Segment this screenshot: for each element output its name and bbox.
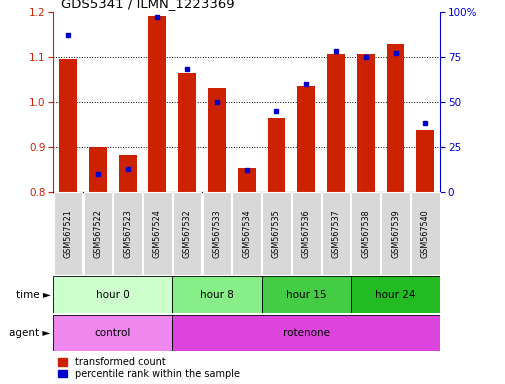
FancyBboxPatch shape: [380, 192, 409, 275]
FancyBboxPatch shape: [53, 315, 172, 351]
FancyBboxPatch shape: [232, 192, 261, 275]
Text: GSM567535: GSM567535: [271, 209, 280, 258]
Text: GSM567536: GSM567536: [301, 209, 310, 258]
FancyBboxPatch shape: [202, 192, 231, 275]
Text: GSM567538: GSM567538: [361, 209, 370, 258]
FancyBboxPatch shape: [291, 192, 320, 275]
Bar: [178, 73, 195, 192]
Text: GSM567522: GSM567522: [93, 209, 102, 258]
Text: hour 0: hour 0: [95, 290, 129, 300]
FancyBboxPatch shape: [261, 276, 350, 313]
Text: GSM567532: GSM567532: [182, 209, 191, 258]
Text: control: control: [94, 328, 131, 338]
Bar: [89, 147, 107, 192]
Text: GSM567523: GSM567523: [123, 209, 132, 258]
FancyBboxPatch shape: [262, 192, 290, 275]
Bar: [148, 16, 166, 192]
Text: GSM567521: GSM567521: [64, 209, 72, 258]
Text: GSM567524: GSM567524: [153, 209, 162, 258]
Text: hour 24: hour 24: [375, 290, 415, 300]
FancyBboxPatch shape: [321, 192, 349, 275]
Text: GSM567539: GSM567539: [390, 209, 399, 258]
FancyBboxPatch shape: [350, 276, 439, 313]
Bar: [326, 55, 344, 192]
FancyBboxPatch shape: [54, 192, 82, 275]
Text: agent ►: agent ►: [9, 328, 50, 338]
Text: hour 8: hour 8: [199, 290, 233, 300]
FancyBboxPatch shape: [172, 276, 261, 313]
Bar: [386, 45, 403, 192]
Text: GSM567533: GSM567533: [212, 209, 221, 258]
Bar: [59, 59, 77, 192]
FancyBboxPatch shape: [410, 192, 439, 275]
FancyBboxPatch shape: [351, 192, 379, 275]
Text: GSM567537: GSM567537: [331, 209, 340, 258]
FancyBboxPatch shape: [172, 315, 439, 351]
Bar: [416, 130, 433, 192]
Bar: [118, 155, 136, 192]
Bar: [237, 168, 255, 192]
Text: time ►: time ►: [16, 290, 51, 300]
Text: rotenone: rotenone: [282, 328, 329, 338]
FancyBboxPatch shape: [83, 192, 112, 275]
FancyBboxPatch shape: [143, 192, 171, 275]
FancyBboxPatch shape: [113, 192, 141, 275]
Bar: [297, 86, 315, 192]
FancyBboxPatch shape: [173, 192, 201, 275]
Text: GSM567534: GSM567534: [242, 209, 250, 258]
Bar: [208, 88, 225, 192]
Legend: transformed count, percentile rank within the sample: transformed count, percentile rank withi…: [58, 357, 239, 379]
Text: GDS5341 / ILMN_1223369: GDS5341 / ILMN_1223369: [61, 0, 234, 10]
Text: GSM567540: GSM567540: [420, 209, 429, 258]
Bar: [356, 55, 374, 192]
FancyBboxPatch shape: [53, 276, 172, 313]
Text: hour 15: hour 15: [285, 290, 326, 300]
Bar: [267, 118, 285, 192]
